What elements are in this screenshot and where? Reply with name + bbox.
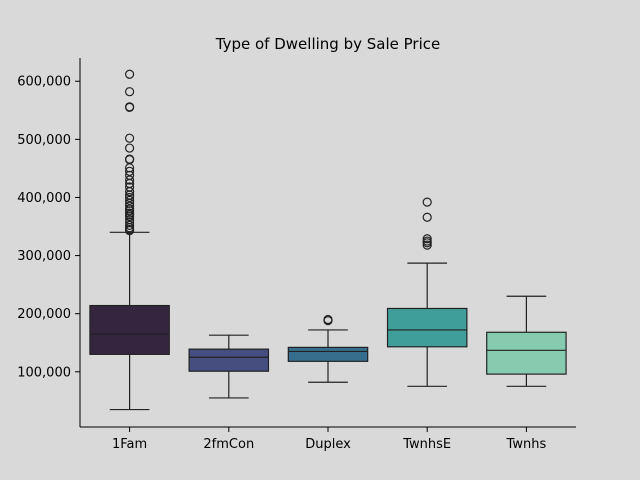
outlier-point	[125, 212, 135, 222]
y-tick-label: 300,000	[17, 249, 71, 264]
box-iqr	[486, 331, 567, 375]
box-iqr	[89, 304, 170, 355]
outlier-point	[125, 201, 135, 211]
y-tick-label: 600,000	[17, 75, 71, 90]
x-tick-label: 1Fam	[112, 437, 147, 452]
y-tick-label: 500,000	[17, 133, 71, 148]
outlier-point	[125, 220, 135, 230]
outlier-point	[125, 192, 135, 203]
box-group-1fam	[89, 69, 170, 411]
box-iqr	[188, 348, 270, 372]
x-tick-label: TwnhsE	[402, 437, 451, 452]
y-tick-label: 200,000	[17, 307, 71, 322]
outlier-point	[125, 102, 135, 112]
outlier-point	[125, 195, 135, 205]
box-iqr	[386, 307, 468, 348]
outlier-point	[125, 206, 135, 216]
box-group-twnhse	[386, 197, 468, 387]
outlier-point	[125, 166, 135, 176]
chart-title: Type of Dwelling by Sale Price	[215, 35, 440, 53]
box-group-duplex	[287, 314, 369, 383]
outlier-point	[422, 212, 432, 222]
plot-area	[89, 69, 567, 411]
x-tick-label: Twnhs	[506, 437, 547, 452]
outlier-point	[125, 69, 135, 79]
outlier-point	[125, 225, 135, 236]
outlier-point	[125, 175, 135, 185]
x-tick-label: Duplex	[305, 437, 351, 452]
outlier-point	[125, 143, 135, 153]
x-axis: 1Fam 2fmCon Duplex TwnhsE Twnhs	[80, 426, 576, 452]
y-tick-label: 100,000	[17, 365, 71, 380]
y-axis: 100,000 200,000 300,000 400,000 500,000 600,0…	[17, 58, 81, 427]
outlier-point	[323, 316, 333, 326]
box-group-twnhs	[486, 295, 567, 387]
box-iqr	[287, 346, 369, 362]
x-tick-label: 2fmCon	[203, 437, 254, 452]
outlier-point	[125, 133, 135, 143]
outlier-point	[422, 234, 432, 244]
outlier-point	[125, 187, 135, 197]
outlier-point	[422, 197, 432, 207]
outlier-point	[422, 238, 432, 248]
y-tick-label: 400,000	[17, 191, 71, 206]
outlier-point	[125, 155, 135, 165]
box-group-2fmcon	[188, 334, 270, 399]
outlier-point	[125, 87, 135, 97]
outlier-point	[422, 240, 432, 250]
